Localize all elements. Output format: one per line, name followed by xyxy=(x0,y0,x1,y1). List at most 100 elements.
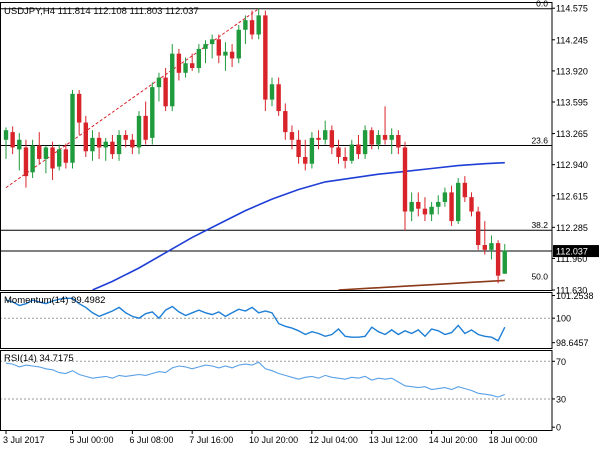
candle-body xyxy=(376,134,381,145)
fib-level-label: 38.2 xyxy=(531,220,548,230)
candle-body xyxy=(216,39,221,56)
candle-body xyxy=(223,51,228,56)
candle-body xyxy=(123,134,128,140)
price-axis-tick-label: 113.265 xyxy=(556,129,588,139)
candle-body xyxy=(276,84,281,112)
candle-body xyxy=(170,53,175,107)
price-axis-tick-label: 113.595 xyxy=(556,97,588,107)
time-axis-tick-label: 14 Jul 20:00 xyxy=(429,435,478,445)
candle-body xyxy=(422,208,428,215)
time-axis-tick-label: 6 Jul 08:00 xyxy=(129,435,173,445)
momentum-axis-tick-label: 101.2538 xyxy=(556,291,594,301)
candle-body xyxy=(83,122,88,152)
candle-body xyxy=(456,182,461,222)
moving-average-line xyxy=(92,161,505,291)
rsi-axis-tick-label: 70 xyxy=(556,357,566,367)
candle-body xyxy=(50,147,55,169)
price-axis-tick-label: 114.245 xyxy=(556,35,588,45)
candle-body xyxy=(429,206,434,215)
candle-body xyxy=(502,250,507,274)
candle-body xyxy=(462,182,468,198)
candle-body xyxy=(10,132,15,148)
candle-body xyxy=(442,192,448,202)
candle-body xyxy=(163,77,168,107)
candle-body xyxy=(143,115,148,140)
fib-level-label: 23.6 xyxy=(531,136,548,146)
candle-body xyxy=(416,201,421,209)
candle-body xyxy=(103,141,108,148)
rsi-panel-frame xyxy=(0,350,553,431)
rsi-label: RSI(14) 34.7175 xyxy=(4,353,74,364)
candle-body xyxy=(489,243,494,250)
time-axis-tick-label: 12 Jul 04:00 xyxy=(309,435,358,445)
candle-body xyxy=(409,201,414,212)
candle-body xyxy=(449,192,454,222)
momentum-label: Momentum(14) 99.4982 xyxy=(4,295,105,306)
candle-body xyxy=(482,245,487,250)
candle-body xyxy=(156,77,162,88)
price-axis-tick-label: 112.940 xyxy=(556,160,588,170)
time-axis-tick-label: 7 Jul 16:00 xyxy=(189,435,233,445)
long-moving-average-line xyxy=(338,279,505,291)
momentum-axis-tick-label: 98.6457 xyxy=(556,338,589,348)
trend-line xyxy=(5,8,259,189)
price-axis-tick-label: 112.285 xyxy=(556,223,588,233)
last-price-tag xyxy=(553,245,599,258)
candle-body xyxy=(243,20,248,30)
price-axis-tick-label: 112.615 xyxy=(556,191,588,201)
candle-body xyxy=(70,93,75,163)
candle-body xyxy=(96,137,102,148)
candle-body xyxy=(356,144,361,155)
candle-body xyxy=(183,63,188,73)
rsi-axis-tick-label: 30 xyxy=(556,394,566,404)
price-panel-frame xyxy=(0,2,553,291)
candle-body xyxy=(436,201,441,207)
time-axis-tick-label: 3 Jul 2017 xyxy=(3,435,45,445)
candle-body xyxy=(190,63,195,69)
candle-body xyxy=(396,134,401,148)
candle-body xyxy=(342,157,348,161)
last-price-label: 112.037 xyxy=(556,247,588,257)
candle-body xyxy=(116,134,122,155)
candle-body xyxy=(63,149,69,163)
candle-body xyxy=(369,130,374,145)
candle-body xyxy=(329,130,335,148)
price-axis-tick-label: 113.920 xyxy=(556,66,588,76)
candle-body xyxy=(229,51,235,59)
candle-body xyxy=(362,130,368,155)
time-axis-tick-label: 18 Jul 00:00 xyxy=(488,435,537,445)
candle-body xyxy=(303,157,308,164)
fib-level-label: 50.0 xyxy=(531,271,548,281)
candle-body xyxy=(43,147,49,159)
candle-body xyxy=(203,44,208,49)
candle-body xyxy=(236,29,241,59)
candle-body xyxy=(37,145,42,159)
candle-body xyxy=(150,87,155,138)
candle-body xyxy=(316,137,321,140)
candle-body xyxy=(76,93,82,123)
symbol-header: USDJPY,H4 111.814 112.108 111.803 112.03… xyxy=(4,6,199,17)
momentum-axis-tick-label: 100 xyxy=(556,314,571,324)
candle-body xyxy=(30,145,35,173)
momentum-panel-frame xyxy=(0,292,553,349)
candle-body xyxy=(269,84,275,100)
candle-body xyxy=(336,147,341,158)
candle-body xyxy=(176,53,182,73)
candle-body xyxy=(249,20,255,35)
time-axis-tick-label: 13 Jul 12:00 xyxy=(369,435,418,445)
candle-body xyxy=(289,132,295,140)
candle-body xyxy=(90,137,95,152)
candle-body xyxy=(256,15,261,35)
rsi-line xyxy=(5,361,505,398)
candle-body xyxy=(136,115,142,148)
candle-body xyxy=(349,144,354,161)
candle-body xyxy=(23,147,29,177)
candle-body xyxy=(309,137,315,164)
candle-body xyxy=(296,139,301,158)
time-axis-tick-label: 10 Jul 20:00 xyxy=(249,435,298,445)
candle-body xyxy=(475,211,481,246)
candle-body xyxy=(495,243,501,276)
